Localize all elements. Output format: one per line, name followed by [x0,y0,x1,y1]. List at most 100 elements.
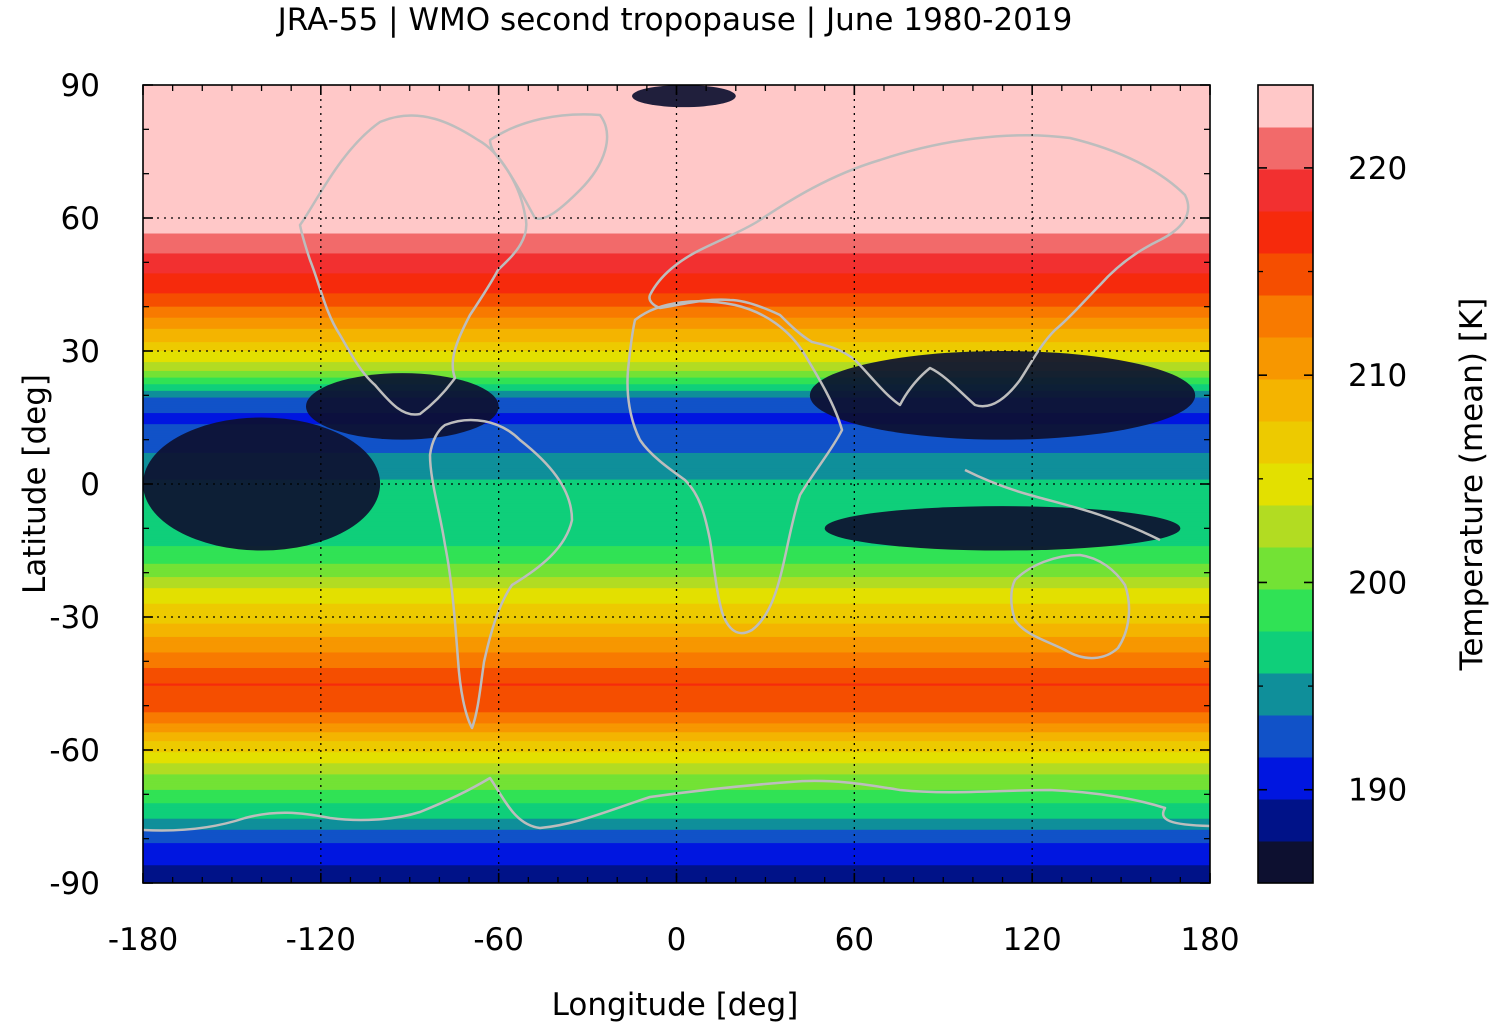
heatmap-band [143,495,1210,498]
heatmap-band [143,444,1210,447]
y-tick-label: -30 [49,600,100,636]
heatmap-band [143,676,1210,680]
heatmap-band [143,869,1210,873]
cold-region [824,506,1181,551]
heatmap-band [143,778,1210,782]
heatmap-band [143,699,1210,702]
colorbar-swatch [1258,799,1313,842]
heatmap-band [143,517,1210,521]
heatmap-band [143,690,1210,693]
heatmap-band [143,628,1210,631]
colorbar-swatch [1258,715,1313,758]
heatmap-band [143,599,1210,603]
heatmap-band [143,612,1210,616]
heatmap-band [143,592,1210,596]
heatmap-band [143,439,1210,443]
heatmap-band [143,820,1210,824]
y-axis: 90 60 30 0 -30 -60 -90 [49,68,1210,902]
heatmap-band [143,107,1210,110]
heatmap-band [143,326,1210,330]
heatmap-band [143,446,1210,450]
heatmap-band [143,184,1210,188]
heatmap-band [143,501,1210,505]
heatmap-band [143,800,1210,804]
heatmap-band [143,173,1210,177]
coastline-maritime [964,468,1161,542]
heatmap-band [143,464,1210,467]
y-tick-label: -60 [49,733,100,769]
colorbar-swatch [1258,505,1313,548]
heatmap-band [143,566,1210,569]
colorbar-swatch [1258,253,1313,296]
heatmap-band [143,213,1210,217]
heatmap-band [143,306,1210,310]
heatmap-band [143,807,1210,811]
heatmap-band [143,191,1210,195]
heatmap-band [143,829,1210,833]
heatmap-band [143,621,1210,625]
heatmap-band [143,796,1210,800]
colorbar-tick-label: 200 [1348,565,1407,601]
colorbar-swatch [1258,589,1313,632]
heatmap-band [143,863,1210,866]
y-tick-label: 0 [80,467,100,503]
heatmap-band [143,193,1210,197]
heatmap-band [143,167,1210,170]
heatmap-band [143,858,1210,862]
heatmap-band [143,410,1210,414]
heatmap-band [143,459,1210,463]
heatmap-band [143,683,1210,687]
heatmap-band [143,843,1210,846]
heatmap-band [143,767,1210,771]
heatmap-band [143,450,1210,454]
cold-region [809,351,1196,440]
colorbar: 190 200 210 220 [1257,84,1407,884]
heatmap-band [143,242,1210,246]
heatmap-band [143,155,1210,159]
heatmap-band [143,752,1210,756]
heatmap-band [143,426,1210,430]
heatmap-band [143,353,1210,357]
heatmap-band [143,186,1210,190]
heatmap-band [143,723,1210,727]
heatmap-band [143,730,1210,733]
x-tick-label: 180 [1180,922,1239,958]
heatmap-band [143,654,1210,658]
heatmap-band [143,468,1210,472]
heatmap-band [143,220,1210,224]
heatmap-band [143,856,1210,860]
x-axis: -180 -120 -60 0 60 120 180 [108,85,1240,958]
heatmap-band [143,331,1210,334]
heatmap-band [143,625,1210,629]
heatmap-band [143,355,1210,359]
heatmap-band [143,774,1210,778]
heatmap-band [143,488,1210,492]
heatmap-band [143,144,1210,148]
heatmap-band [143,333,1210,337]
heatmap-band [143,554,1210,558]
heatmap-band [143,452,1210,456]
heatmap-band [143,634,1210,638]
colorbar-frame [1257,84,1314,884]
heatmap-band [143,202,1210,206]
heatmap-band [143,339,1210,343]
heatmap-band [143,368,1210,372]
heatmap-band [143,515,1210,518]
heatmap-band [143,271,1210,275]
y-axis-label: Latitude [deg] [17,374,53,594]
heatmap-band [143,246,1210,250]
colorbar-tick-label: 210 [1348,358,1407,394]
heatmap-band [143,284,1210,288]
heatmap-band [143,741,1210,744]
heatmap-band [143,138,1210,142]
heatmap-band [143,251,1210,255]
heatmap-band [143,249,1210,252]
coastline-greenland [488,113,609,221]
heatmap-band [143,508,1210,512]
heatmap-band [143,614,1210,618]
heatmap-band [143,712,1210,716]
heatmap-band [143,481,1210,485]
heatmap-band [143,337,1210,341]
cold-region [632,85,736,108]
